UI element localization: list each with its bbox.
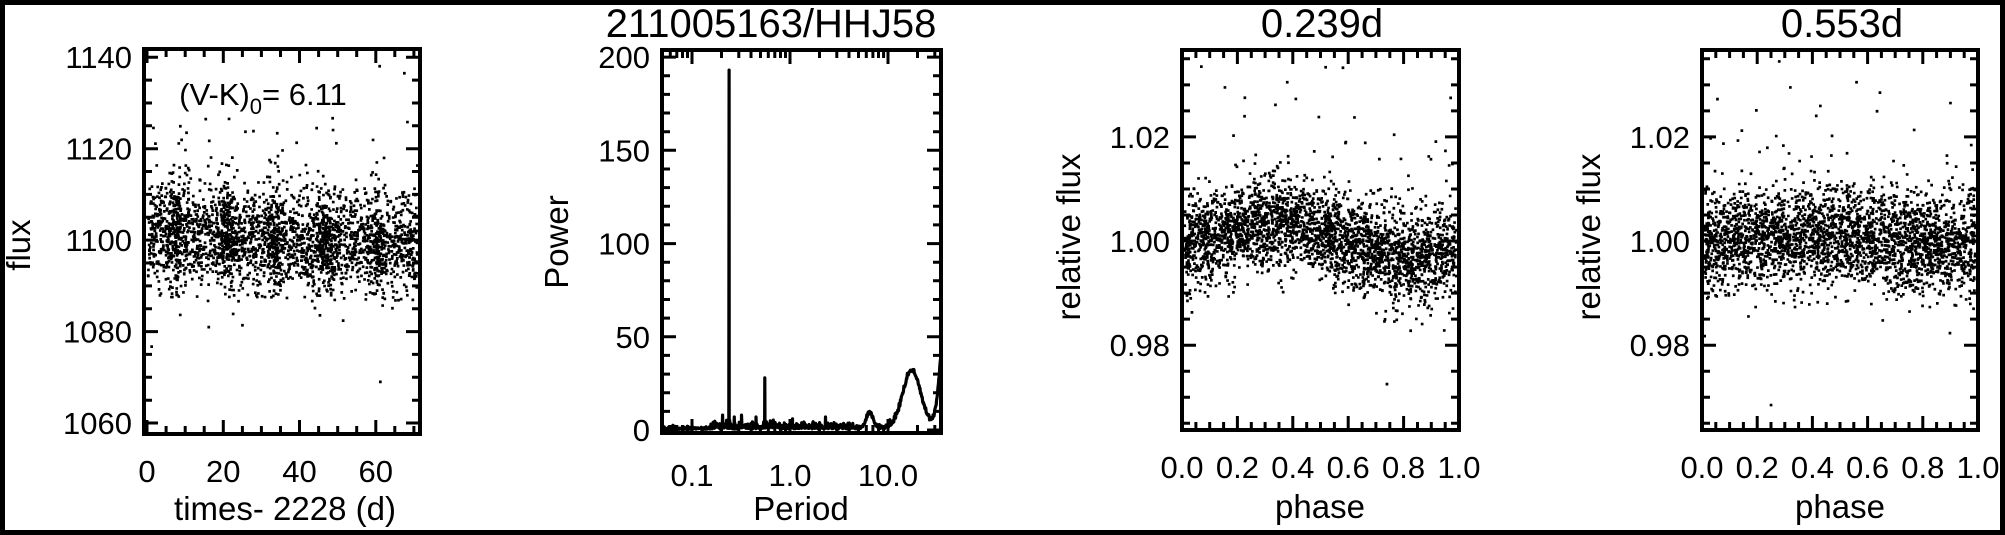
periodogram-axes: 0.1 1.0 10.0 0 50 100 150 200 bbox=[598, 40, 943, 493]
phase-0553-points bbox=[1703, 60, 1977, 407]
panel-phase-folded-primary: 0.0 0.2 0.4 0.6 0.8 1.0 0.98 1.00 1.02 0.239d re… bbox=[1050, 2, 1481, 525]
phase-folded-0553-x-tick-label: 1.0 bbox=[1956, 450, 1999, 485]
periodogram-y-tick-label: 100 bbox=[598, 227, 650, 262]
lightcurve-y-tick-label: 1080 bbox=[63, 315, 132, 350]
phase-0553-axes: 0.0 0.2 0.4 0.6 0.8 1.0 0.98 1.00 1.02 bbox=[1630, 48, 2000, 485]
phase-folded-0553-y-tick-label: 0.98 bbox=[1630, 328, 1690, 363]
phase-folded-0553-frame bbox=[1700, 48, 1980, 432]
vk-color-annotation: (V-K)0= 6.11 bbox=[179, 77, 347, 119]
panel-lightcurve: 0 20 40 60 1060 1080 1100 1120 1140 flux times- … bbox=[0, 40, 422, 527]
lightcurve-x-tick-label: 40 bbox=[282, 454, 316, 489]
phase-folded-0239-y-tick-label: 0.98 bbox=[1110, 328, 1170, 363]
phase-folded-0239-x-tick-label: 0.2 bbox=[1216, 450, 1259, 485]
vk-annotation-subscript: 0 bbox=[250, 94, 262, 119]
phase-folded-0239-x-tick-label: 0.6 bbox=[1327, 450, 1370, 485]
phase-folded-0553-y-tick-label: 1.02 bbox=[1630, 120, 1690, 155]
phase-0553-title: 0.553d bbox=[1781, 2, 1903, 46]
periodogram-x-tick-label: 10.0 bbox=[858, 458, 918, 493]
lightcurve-xlabel: times- 2228 (d) bbox=[174, 490, 396, 527]
periodogram-power-curve bbox=[660, 68, 943, 432]
phase-folded-0553-y-tick-label: 1.00 bbox=[1630, 224, 1690, 259]
phase-folded-0239-x-tick-label: 1.0 bbox=[1437, 450, 1480, 485]
periodogram-frame bbox=[660, 48, 943, 435]
lightcurve-x-tick-label: 20 bbox=[206, 454, 240, 489]
lightcurve-tick-marks bbox=[144, 49, 420, 434]
periodogram-x-tick-label: 0.1 bbox=[670, 458, 713, 493]
periodogram-tick-marks bbox=[661, 50, 941, 433]
periodogram-y-tick-label: 150 bbox=[598, 133, 650, 168]
phase-folded-0239-x-tick-label: 0.8 bbox=[1382, 450, 1425, 485]
periodogram-x-tick-label: 1.0 bbox=[768, 458, 811, 493]
panel-periodogram: 0.1 1.0 10.0 0 50 100 150 200 211005163/HHJ58 P… bbox=[538, 2, 943, 527]
phase-0239-xlabel: phase bbox=[1275, 488, 1365, 525]
periodogram-y-tick-label: 50 bbox=[616, 320, 650, 355]
periodogram-y-tick-label: 200 bbox=[598, 40, 650, 75]
phase-0239-points bbox=[1183, 65, 1458, 386]
object-id-title: 211005163/HHJ58 bbox=[606, 2, 937, 46]
phase-0553-xlabel: phase bbox=[1795, 488, 1885, 525]
phase-0553-ylabel: relative flux bbox=[1570, 153, 1607, 320]
lightcurve-y-tick-label: 1060 bbox=[63, 406, 132, 441]
periodogram-curve bbox=[660, 68, 943, 432]
lightcurve-frame bbox=[142, 47, 422, 436]
phase-folded-0239-x-tick-label: 0.4 bbox=[1271, 450, 1314, 485]
vk-annotation-value: = 6.11 bbox=[262, 77, 347, 112]
periodogram-y-tick-label: 0 bbox=[633, 413, 650, 448]
phase-0239-ylabel: relative flux bbox=[1050, 153, 1087, 320]
periodogram-xlabel: Period bbox=[753, 490, 848, 527]
lightcurve-ylabel: flux bbox=[0, 219, 37, 271]
phase-folded-0553-x-tick-label: 0.8 bbox=[1901, 450, 1944, 485]
lightcurve-y-tick-label: 1140 bbox=[65, 40, 132, 75]
phase-folded-0553-x-tick-label: 0.4 bbox=[1791, 450, 1834, 485]
phase-folded-0239-y-tick-label: 1.02 bbox=[1110, 120, 1170, 155]
phase-folded-0553-x-tick-label: 0.2 bbox=[1736, 450, 1779, 485]
phase-folded-0553-scatter-dots bbox=[1703, 60, 1977, 407]
periodogram-ylabel: Power bbox=[538, 195, 575, 289]
phase-folded-0239-frame bbox=[1180, 48, 1461, 432]
phase-0239-title: 0.239d bbox=[1261, 2, 1383, 46]
lightcurve-x-tick-label: 60 bbox=[359, 454, 393, 489]
lightcurve-y-tick-label: 1100 bbox=[65, 223, 132, 258]
panel-phase-folded-secondary: 0.0 0.2 0.4 0.6 0.8 1.0 0.98 1.00 1.02 0.553d re… bbox=[1570, 2, 2000, 525]
lightcurve-x-tick-label: 0 bbox=[138, 454, 155, 489]
phase-folded-0239-x-tick-label: 0.0 bbox=[1160, 450, 1203, 485]
phase-folded-0553-x-tick-label: 0.0 bbox=[1680, 450, 1723, 485]
phase-folded-0239-scatter-dots bbox=[1183, 65, 1458, 386]
phase-0239-axes: 0.0 0.2 0.4 0.6 0.8 1.0 0.98 1.00 1.02 bbox=[1110, 48, 1481, 485]
lightcurve-points bbox=[146, 64, 419, 384]
phase-folded-0239-y-tick-label: 1.00 bbox=[1110, 224, 1170, 259]
lightcurve-scatter-dots bbox=[146, 64, 419, 384]
lightcurve-axes: 0 20 40 60 1060 1080 1100 1120 1140 bbox=[63, 40, 422, 489]
vk-annotation-main: (V-K) bbox=[179, 77, 250, 112]
phase-folded-0553-x-tick-label: 0.6 bbox=[1846, 450, 1889, 485]
lightcurve-y-tick-label: 1120 bbox=[65, 132, 132, 167]
